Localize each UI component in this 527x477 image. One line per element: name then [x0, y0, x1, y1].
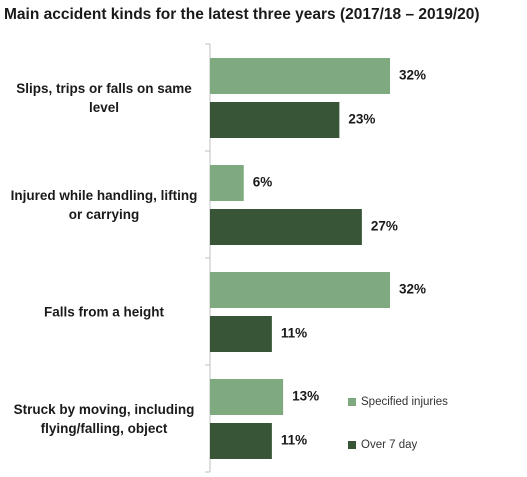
value-label: 27%	[371, 219, 398, 234]
bar	[210, 316, 272, 352]
bar	[210, 272, 390, 308]
bar	[210, 58, 390, 94]
bar	[210, 209, 362, 245]
bar	[210, 165, 244, 201]
category-label: Slips, trips or falls on same level	[16, 80, 192, 115]
value-label: 32%	[399, 282, 426, 297]
value-label: 11%	[281, 433, 307, 448]
legend-label: Specified injuries	[361, 396, 448, 408]
value-label: 23%	[348, 112, 375, 127]
legend-swatch	[348, 441, 356, 449]
bar	[210, 102, 340, 138]
bar	[210, 379, 284, 415]
value-label: 32%	[399, 68, 426, 83]
chart-title: Main accident kinds for the latest three…	[4, 6, 480, 23]
legend-label: Over 7 day	[361, 439, 417, 451]
category-label: Falls from a height	[43, 304, 165, 319]
value-label: 6%	[253, 175, 273, 190]
value-label: 13%	[292, 389, 319, 404]
category-label: Struck by moving, including flying/falli…	[13, 401, 195, 436]
value-label: 11%	[281, 326, 307, 341]
legend-swatch	[348, 398, 356, 406]
category-label: Injured while handling, lifting or carry…	[10, 187, 198, 222]
bar	[210, 423, 272, 459]
